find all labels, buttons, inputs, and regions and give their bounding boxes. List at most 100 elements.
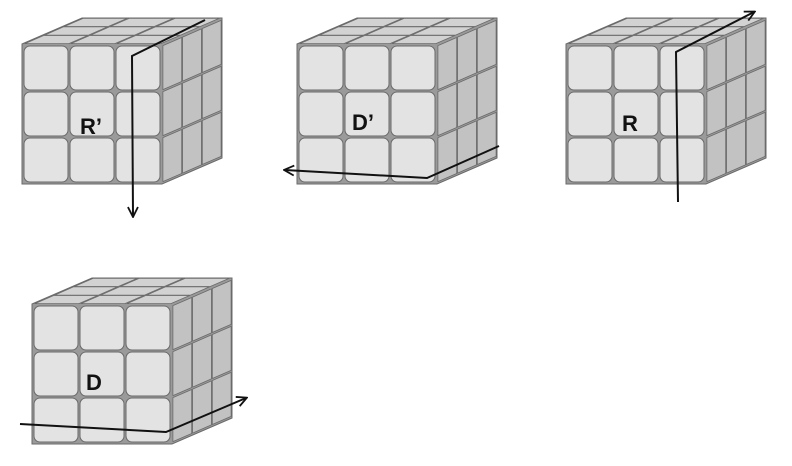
top-sticker bbox=[614, 35, 679, 45]
side-sticker bbox=[706, 37, 727, 90]
front-sticker bbox=[125, 397, 171, 443]
front-sticker bbox=[115, 137, 161, 183]
front-sticker bbox=[613, 91, 659, 137]
top-sticker bbox=[44, 26, 108, 36]
side-sticker bbox=[726, 28, 746, 82]
arrow-r bbox=[674, 12, 754, 203]
cube-r: R bbox=[565, 12, 767, 203]
side-sticker bbox=[162, 83, 183, 136]
side-sticker bbox=[476, 112, 497, 165]
arrow-d-prime bbox=[285, 145, 500, 180]
front-sticker bbox=[298, 91, 344, 137]
cube-d-prime: D’ bbox=[285, 17, 500, 185]
front-sticker bbox=[79, 397, 125, 443]
front-sticker bbox=[344, 137, 390, 183]
front-sticker bbox=[344, 45, 390, 91]
side-sticker bbox=[182, 28, 202, 82]
front-sticker bbox=[23, 45, 69, 91]
side-sticker bbox=[457, 74, 477, 128]
side-sticker bbox=[182, 74, 202, 128]
top-sticker bbox=[634, 26, 698, 36]
top-sticker bbox=[24, 35, 89, 45]
top-sticker bbox=[588, 26, 652, 36]
front-sticker bbox=[69, 91, 115, 137]
top-sticker bbox=[136, 26, 200, 36]
side-sticker bbox=[172, 297, 193, 350]
front-sticker bbox=[125, 351, 171, 397]
front-sticker bbox=[23, 137, 69, 183]
side-sticker bbox=[182, 120, 202, 174]
cube-r-prime: R’ bbox=[21, 17, 223, 216]
front-sticker bbox=[390, 45, 436, 91]
front-sticker bbox=[298, 137, 344, 183]
top-sticker bbox=[345, 35, 410, 45]
cube-body bbox=[565, 17, 767, 185]
side-sticker bbox=[726, 74, 746, 128]
front-sticker bbox=[125, 305, 171, 351]
side-sticker bbox=[192, 334, 212, 388]
side-sticker bbox=[172, 389, 193, 443]
top-sticker bbox=[319, 26, 383, 36]
side-sticker bbox=[201, 66, 222, 119]
side-sticker bbox=[745, 66, 766, 119]
side-sticker bbox=[457, 120, 477, 174]
cube-d: D bbox=[19, 277, 246, 445]
side-sticker bbox=[726, 120, 746, 174]
side-sticker bbox=[172, 343, 193, 396]
front-sticker bbox=[33, 305, 79, 351]
top-sticker bbox=[411, 26, 475, 36]
side-sticker bbox=[476, 66, 497, 119]
top-sticker bbox=[391, 35, 456, 45]
move-label-r-prime: R’ bbox=[80, 114, 102, 139]
top-sticker bbox=[80, 295, 145, 305]
front-sticker bbox=[115, 45, 161, 91]
side-sticker bbox=[706, 83, 727, 136]
side-sticker bbox=[437, 37, 458, 90]
side-sticker bbox=[476, 20, 497, 73]
front-sticker bbox=[567, 45, 613, 91]
top-sticker bbox=[70, 35, 135, 45]
side-sticker bbox=[437, 83, 458, 136]
cube-body bbox=[21, 17, 223, 185]
arrow-r-prime bbox=[132, 19, 206, 216]
front-sticker bbox=[613, 45, 659, 91]
front-sticker bbox=[390, 91, 436, 137]
front-sticker bbox=[79, 351, 125, 397]
move-label-r: R bbox=[622, 111, 638, 136]
top-sticker bbox=[116, 35, 181, 45]
top-sticker bbox=[299, 35, 364, 45]
front-sticker bbox=[33, 397, 79, 443]
side-sticker bbox=[211, 280, 232, 333]
front-sticker bbox=[613, 137, 659, 183]
side-sticker bbox=[192, 288, 212, 342]
move-label-d: D bbox=[86, 370, 102, 395]
cube-body bbox=[31, 277, 233, 445]
front-sticker bbox=[115, 91, 161, 137]
front-sticker bbox=[567, 91, 613, 137]
side-sticker bbox=[211, 372, 232, 425]
top-sticker bbox=[126, 295, 191, 305]
side-sticker bbox=[201, 112, 222, 165]
cube-body bbox=[296, 17, 498, 185]
front-sticker bbox=[69, 137, 115, 183]
front-sticker bbox=[659, 137, 705, 183]
side-sticker bbox=[437, 129, 458, 183]
top-sticker bbox=[34, 295, 99, 305]
front-sticker bbox=[390, 137, 436, 183]
top-sticker bbox=[365, 26, 429, 36]
front-sticker bbox=[344, 91, 390, 137]
front-sticker bbox=[23, 91, 69, 137]
side-sticker bbox=[745, 112, 766, 165]
top-sticker bbox=[90, 26, 154, 36]
side-sticker bbox=[745, 20, 766, 73]
front-sticker bbox=[659, 45, 705, 91]
arrow-d bbox=[19, 398, 246, 434]
side-sticker bbox=[192, 380, 212, 434]
side-sticker bbox=[201, 20, 222, 73]
top-sticker bbox=[568, 35, 633, 45]
front-sticker bbox=[298, 45, 344, 91]
front-sticker bbox=[69, 45, 115, 91]
side-sticker bbox=[211, 326, 232, 379]
front-sticker bbox=[567, 137, 613, 183]
